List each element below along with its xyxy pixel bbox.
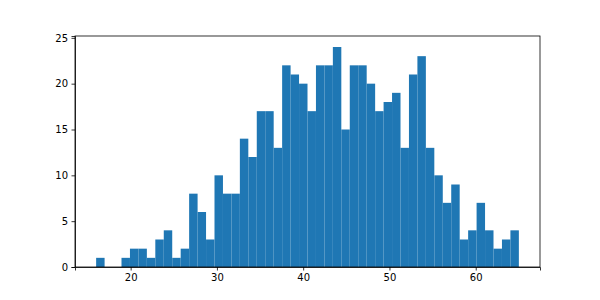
bar xyxy=(510,230,518,267)
bar xyxy=(477,203,485,267)
bar xyxy=(316,65,324,267)
bar xyxy=(130,249,138,267)
tick-mark xyxy=(131,267,132,271)
bar xyxy=(299,84,307,267)
bar xyxy=(358,65,366,267)
bar xyxy=(460,240,468,268)
tick-mark xyxy=(72,175,76,176)
plot: 20 30 40 50 60 0 5 10 15 20 25 xyxy=(55,33,540,284)
tick: 15 xyxy=(55,124,75,135)
bar xyxy=(240,139,248,267)
bar xyxy=(451,185,459,268)
bar xyxy=(198,212,206,267)
bar xyxy=(375,111,383,267)
frame xyxy=(75,36,540,267)
bar xyxy=(367,84,375,267)
bar xyxy=(434,175,442,267)
bar xyxy=(189,194,197,267)
tick: 30 xyxy=(211,267,224,283)
bar xyxy=(96,258,104,267)
tick-label: 25 xyxy=(55,33,68,44)
tick-label: 15 xyxy=(55,124,68,135)
bar xyxy=(138,249,146,267)
bar xyxy=(350,65,358,267)
tick-mark xyxy=(476,267,477,271)
bar xyxy=(308,111,316,267)
bar xyxy=(485,230,493,267)
tick-label: 30 xyxy=(211,272,224,283)
bar xyxy=(291,75,299,268)
bar xyxy=(122,258,130,267)
bars xyxy=(96,47,519,267)
y-axis: 0 5 10 15 20 25 xyxy=(55,33,75,273)
x-axis: 20 30 40 50 60 xyxy=(76,267,541,283)
bar xyxy=(248,157,256,267)
tick-label: 60 xyxy=(470,272,483,283)
bar xyxy=(206,240,214,268)
bar xyxy=(282,65,290,267)
tick: 10 xyxy=(55,170,75,181)
tick-mark xyxy=(72,267,76,268)
bar xyxy=(494,249,502,267)
bar xyxy=(443,203,451,267)
tick-mark xyxy=(72,221,76,222)
tick-mark xyxy=(303,267,304,271)
axis-line xyxy=(72,37,76,268)
axis-line xyxy=(76,268,541,271)
bar xyxy=(265,111,273,267)
bar xyxy=(164,230,172,267)
tick: 5 xyxy=(62,216,75,227)
tick-label: 10 xyxy=(55,170,68,181)
bar xyxy=(384,102,392,267)
tick: 0 xyxy=(62,262,75,273)
bar xyxy=(341,130,349,268)
bar xyxy=(223,194,231,267)
bar xyxy=(324,65,332,267)
tick-label: 40 xyxy=(297,272,310,283)
bar xyxy=(155,240,163,268)
bar xyxy=(333,47,341,267)
tick: 20 xyxy=(55,78,75,89)
tick-mark xyxy=(389,267,390,271)
bar xyxy=(426,148,434,267)
bar xyxy=(215,175,223,267)
bar xyxy=(468,230,476,267)
bar xyxy=(417,56,425,267)
bar xyxy=(231,194,239,267)
chart: 20 30 40 50 60 0 5 10 15 20 25 xyxy=(0,0,600,300)
bar xyxy=(409,75,417,268)
tick: 50 xyxy=(384,267,397,283)
bar xyxy=(392,93,400,267)
bar xyxy=(274,148,282,267)
tick-label: 0 xyxy=(62,262,68,273)
tick-mark xyxy=(217,267,218,271)
tick-label: 5 xyxy=(62,216,68,227)
tick: 25 xyxy=(55,33,75,44)
tick-mark xyxy=(72,38,76,39)
bar xyxy=(257,111,265,267)
bar xyxy=(147,258,155,267)
tick: 20 xyxy=(125,267,138,283)
tick-label: 50 xyxy=(384,272,397,283)
tick-mark xyxy=(72,130,76,131)
tick-label: 20 xyxy=(55,78,68,89)
bar xyxy=(172,258,180,267)
tick-mark xyxy=(72,84,76,85)
tick-label: 20 xyxy=(125,272,138,283)
tick: 60 xyxy=(470,267,483,283)
tick: 40 xyxy=(297,267,310,283)
bar xyxy=(181,249,189,267)
bar xyxy=(401,148,409,267)
bar xyxy=(502,240,510,268)
